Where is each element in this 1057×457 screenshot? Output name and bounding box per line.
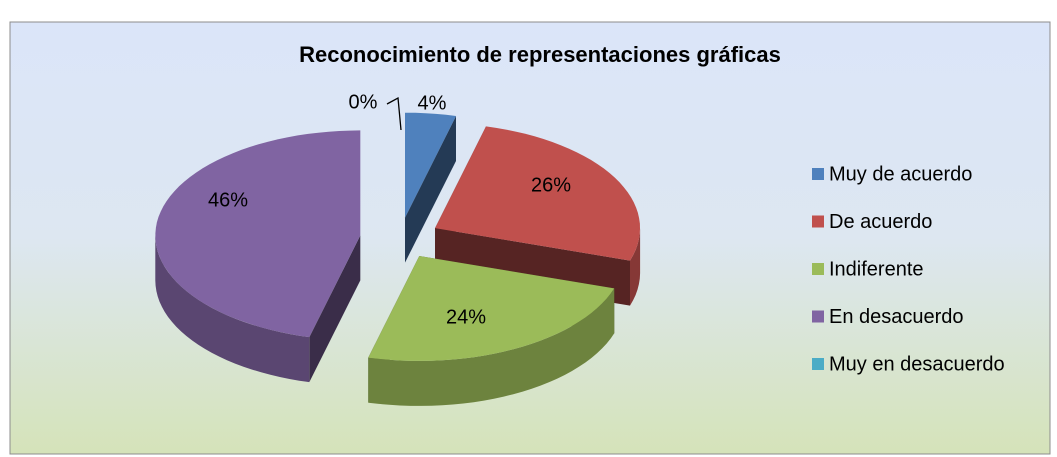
legend-swatch bbox=[812, 215, 824, 228]
slice-outer-wall bbox=[368, 288, 615, 406]
pie-slice bbox=[368, 255, 615, 406]
pie-slice-top bbox=[405, 112, 456, 218]
legend-swatch bbox=[812, 168, 824, 180]
legend-label: Indiferente bbox=[829, 258, 924, 280]
data-label: 4% bbox=[418, 92, 447, 114]
legend-label: De acuerdo bbox=[829, 211, 932, 233]
legend-label: En desacuerdo bbox=[829, 306, 964, 328]
leader-line bbox=[386, 96, 402, 131]
pie bbox=[155, 112, 641, 406]
data-label: 24% bbox=[446, 306, 486, 328]
data-labels: 4% 26% 24% 46% 0% bbox=[208, 91, 571, 328]
chart-title: Reconocimiento de representaciones gráfi… bbox=[299, 42, 781, 67]
pie-slice-top bbox=[155, 130, 361, 338]
legend-label: Muy de acuerdo bbox=[829, 163, 972, 185]
slice-outer-wall bbox=[155, 235, 310, 383]
data-label: 0% bbox=[349, 91, 378, 113]
pie-slice-top bbox=[435, 126, 640, 261]
legend-label: Muy en desacuerdo bbox=[829, 353, 1005, 375]
data-label: 26% bbox=[531, 174, 571, 196]
legend-swatch bbox=[812, 310, 824, 323]
pie-slice bbox=[405, 112, 456, 263]
slice-outer-wall bbox=[630, 228, 641, 306]
pie-slice bbox=[155, 130, 361, 383]
slice-side bbox=[309, 235, 361, 383]
slice-side bbox=[405, 115, 456, 263]
legend-swatch bbox=[812, 263, 824, 275]
pie-slice-top bbox=[368, 255, 615, 361]
data-label: 46% bbox=[208, 189, 248, 211]
legend: Muy de acuerdo De acuerdo Indiferente En de… bbox=[812, 163, 1005, 375]
legend-swatch bbox=[812, 358, 824, 370]
